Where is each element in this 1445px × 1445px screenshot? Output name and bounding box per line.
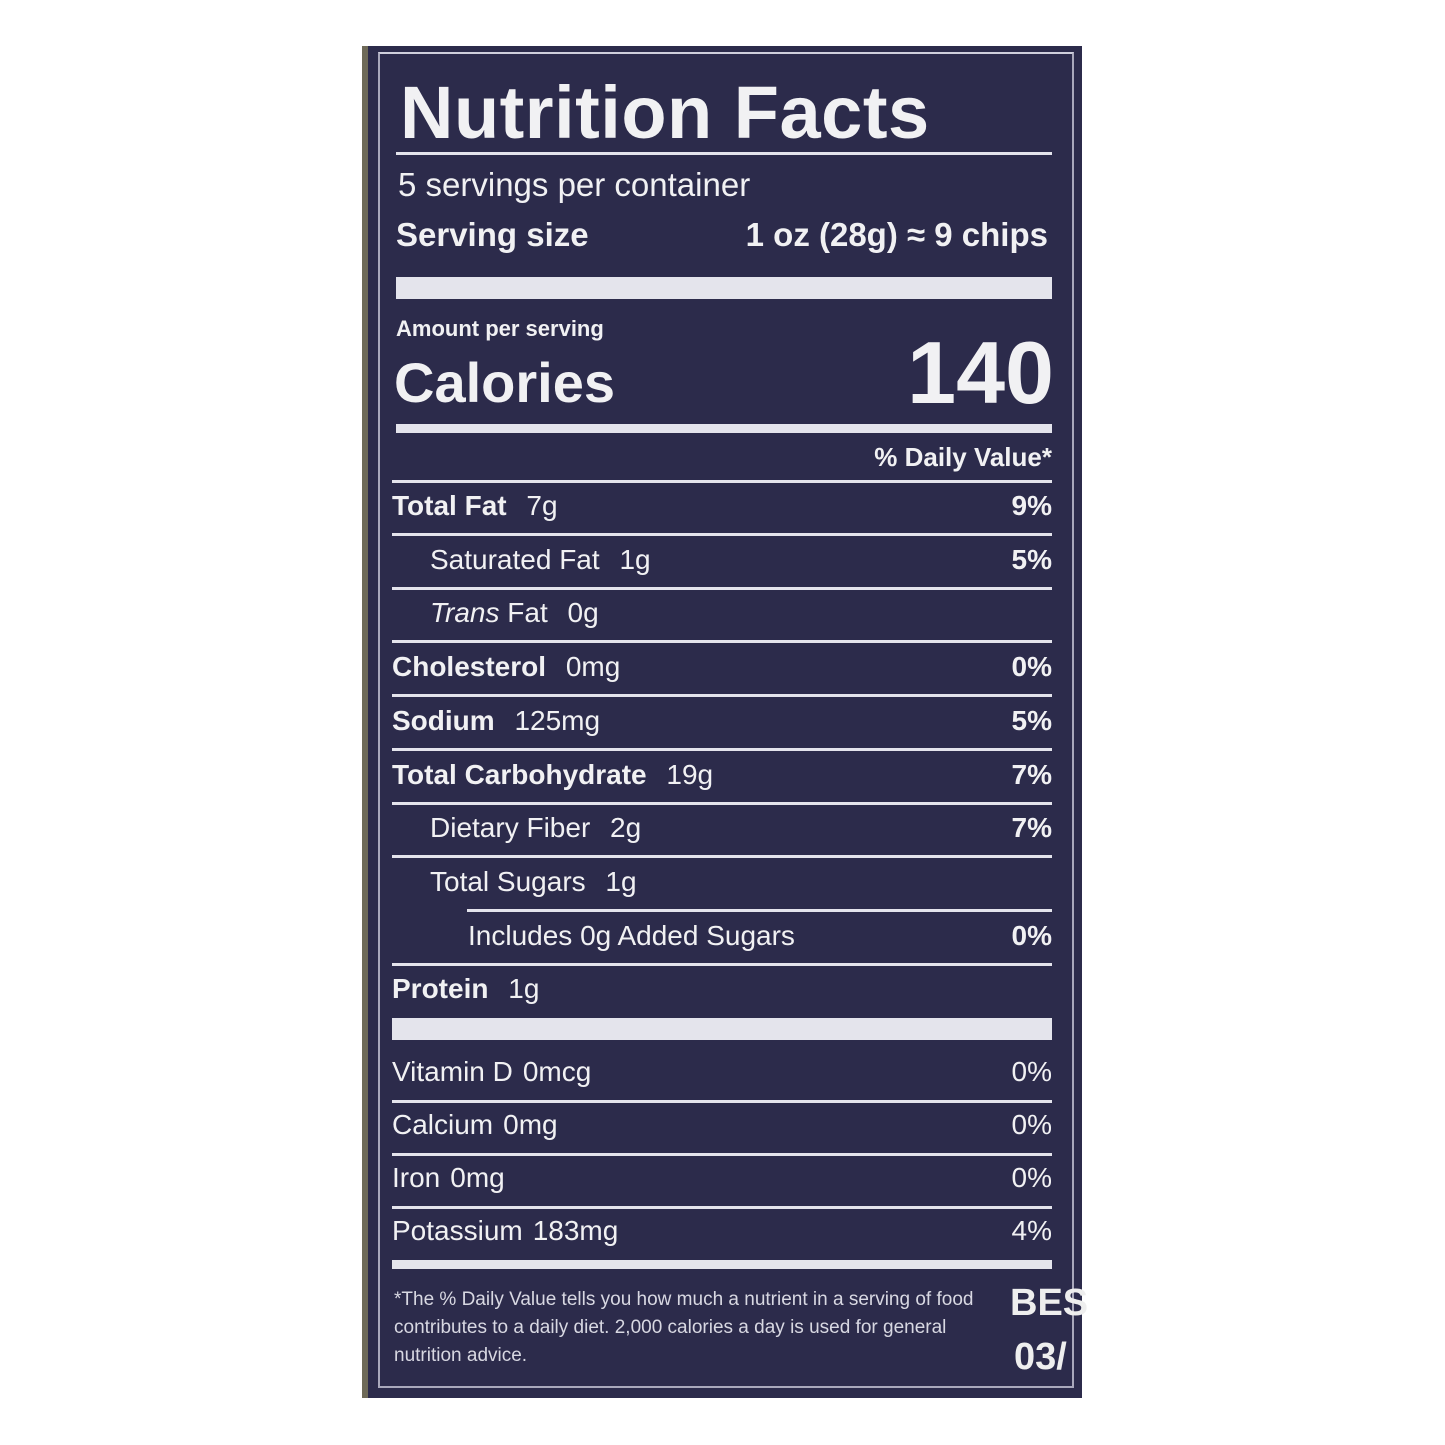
divider: [392, 1100, 1052, 1103]
divider: [392, 640, 1052, 644]
divider: [392, 801, 1052, 805]
nutrient-name: Sodium 125mg: [392, 705, 600, 737]
nutrient-amount: 1g: [605, 865, 637, 897]
label-title: Nutrition Facts: [400, 71, 930, 154]
nutrient-amount: 0mg: [565, 651, 621, 683]
nutrient-name: Cholesterol 0mg: [392, 651, 620, 683]
vitamin-name: Iron 0mg: [392, 1162, 505, 1194]
nutrient-row: Protein 1g: [392, 973, 1052, 1013]
divider: [392, 586, 1052, 590]
vitamin-amount: 0mg: [450, 1162, 505, 1193]
vitamin-daily-value: 0%: [1011, 1162, 1052, 1193]
nutrient-label: Dietary Fiber: [430, 812, 591, 844]
nutrient-label: Total Fat: [392, 490, 507, 521]
nutrient-daily-value: 5%: [1011, 543, 1052, 575]
vitamin-row: Potassium 183mg 4%: [392, 1215, 1052, 1255]
nutrition-label: Nutrition Facts 5 servings per container…: [362, 46, 1088, 1398]
nutrient-name: Saturated Fat 1g: [430, 544, 651, 576]
medium-divider: [392, 1260, 1052, 1269]
nutrient-amount: 1g: [619, 543, 651, 575]
medium-divider: [396, 424, 1052, 433]
divider: [392, 480, 1052, 483]
thick-divider: [392, 1018, 1052, 1040]
vitamin-row: Iron 0mg 0%: [392, 1162, 1052, 1202]
best-by-partial: BES: [1010, 1282, 1089, 1324]
daily-value-header: % Daily Value*: [874, 442, 1052, 472]
nutrient-label: Total Carbohydrate: [392, 758, 647, 790]
vitamin-name: Vitamin D 0mcg: [392, 1056, 591, 1088]
vitamin-daily-value: 0%: [1011, 1109, 1052, 1140]
vitamin-label: Iron: [392, 1162, 441, 1193]
footnote: *The % Daily Value tells you how much a …: [394, 1289, 974, 1366]
serving-size-label: Serving size: [396, 216, 589, 253]
date-partial: 03/: [1014, 1336, 1067, 1378]
nutrient-name: Total Fat 7g: [392, 490, 558, 522]
nutrient-row: Includes 0g Added Sugars 0%: [392, 920, 1052, 960]
vitamin-daily-value: 0%: [1011, 1056, 1052, 1087]
nutrient-daily-value: 0%: [1011, 919, 1052, 951]
vitamin-label: Calcium: [392, 1109, 494, 1140]
divider: [392, 855, 1052, 859]
nutrient-row: Total Fat 7g 9%: [392, 490, 1052, 530]
amount-per-serving: Amount per serving: [396, 316, 604, 341]
nutrient-daily-value: 9%: [1011, 490, 1052, 521]
calories-label: Calories: [394, 351, 615, 414]
vitamin-row: Vitamin D 0mcg 0%: [392, 1056, 1052, 1096]
nutrient-label: Protein: [392, 973, 489, 1005]
nutrient-label: Total Sugars: [430, 865, 586, 897]
nutrient-amount: 1g: [508, 973, 540, 1005]
nutrient-row: Total Sugars 1g: [392, 866, 1052, 906]
nutrient-amount: 7g: [526, 490, 558, 521]
divider: [467, 908, 1052, 912]
vitamin-daily-value: 4%: [1011, 1215, 1052, 1246]
nutrient-name: Dietary Fiber 2g: [430, 812, 641, 844]
nutrient-name: Includes 0g Added Sugars: [468, 920, 795, 952]
nutrient-label: Saturated Fat: [430, 543, 600, 575]
nutrient-label: Sodium: [392, 704, 495, 736]
vitamin-amount: 0mcg: [522, 1056, 592, 1087]
divider: [392, 1206, 1052, 1209]
servings-per-container: 5 servings per container: [398, 166, 751, 203]
label-border: [378, 52, 1074, 1388]
divider: [392, 694, 1052, 698]
nutrient-row: Cholesterol 0mg 0%: [392, 651, 1052, 691]
nutrient-amount: 0g: [567, 597, 599, 629]
vitamin-name: Potassium 183mg: [392, 1215, 618, 1247]
nutrient-daily-value: 7%: [1011, 812, 1052, 844]
nutrient-row: Total Carbohydrate 19g 7%: [392, 759, 1052, 799]
nutrient-amount: 125mg: [514, 704, 601, 736]
divider: [392, 962, 1052, 966]
nutrient-row: Saturated Fat 1g 5%: [392, 544, 1052, 584]
nutrient-label: Trans: [430, 597, 500, 629]
nutrient-name: Trans Fat 0g: [430, 597, 599, 629]
serving-size-value: 1 oz (28g) ≈ 9 chips: [745, 216, 1048, 253]
nutrient-row: Dietary Fiber 2g 7%: [392, 812, 1052, 852]
nutrient-daily-value: 5%: [1011, 704, 1052, 736]
nutrient-amount: 2g: [610, 812, 642, 844]
vitamin-row: Calcium 0mg 0%: [392, 1109, 1052, 1149]
divider: [392, 747, 1052, 751]
divider: [396, 152, 1052, 155]
divider: [392, 533, 1052, 536]
nutrient-label-suffix: Fat: [507, 597, 548, 629]
nutrient-name: Protein 1g: [392, 973, 539, 1005]
nutrient-name: Total Sugars 1g: [430, 866, 637, 898]
nutrient-row: Sodium 125mg 5%: [392, 705, 1052, 745]
vitamin-label: Vitamin D: [392, 1056, 513, 1087]
nutrient-daily-value: 7%: [1011, 758, 1052, 790]
nutrient-name: Total Carbohydrate 19g: [392, 759, 713, 791]
vitamin-amount: 0mg: [503, 1109, 558, 1140]
vitamin-amount: 183mg: [532, 1215, 619, 1246]
nutrient-row: Trans Fat 0g: [392, 597, 1052, 637]
nutrient-label: Includes 0g Added Sugars: [468, 919, 795, 951]
nutrient-daily-value: 0%: [1011, 651, 1052, 683]
nutrient-label: Cholesterol: [392, 651, 547, 683]
vitamin-name: Calcium 0mg: [392, 1109, 558, 1141]
calories-value: 140: [907, 323, 1054, 422]
thick-divider: [396, 277, 1052, 299]
nutrient-amount: 19g: [666, 758, 714, 790]
divider: [392, 1153, 1052, 1156]
vitamin-label: Potassium: [392, 1215, 523, 1246]
